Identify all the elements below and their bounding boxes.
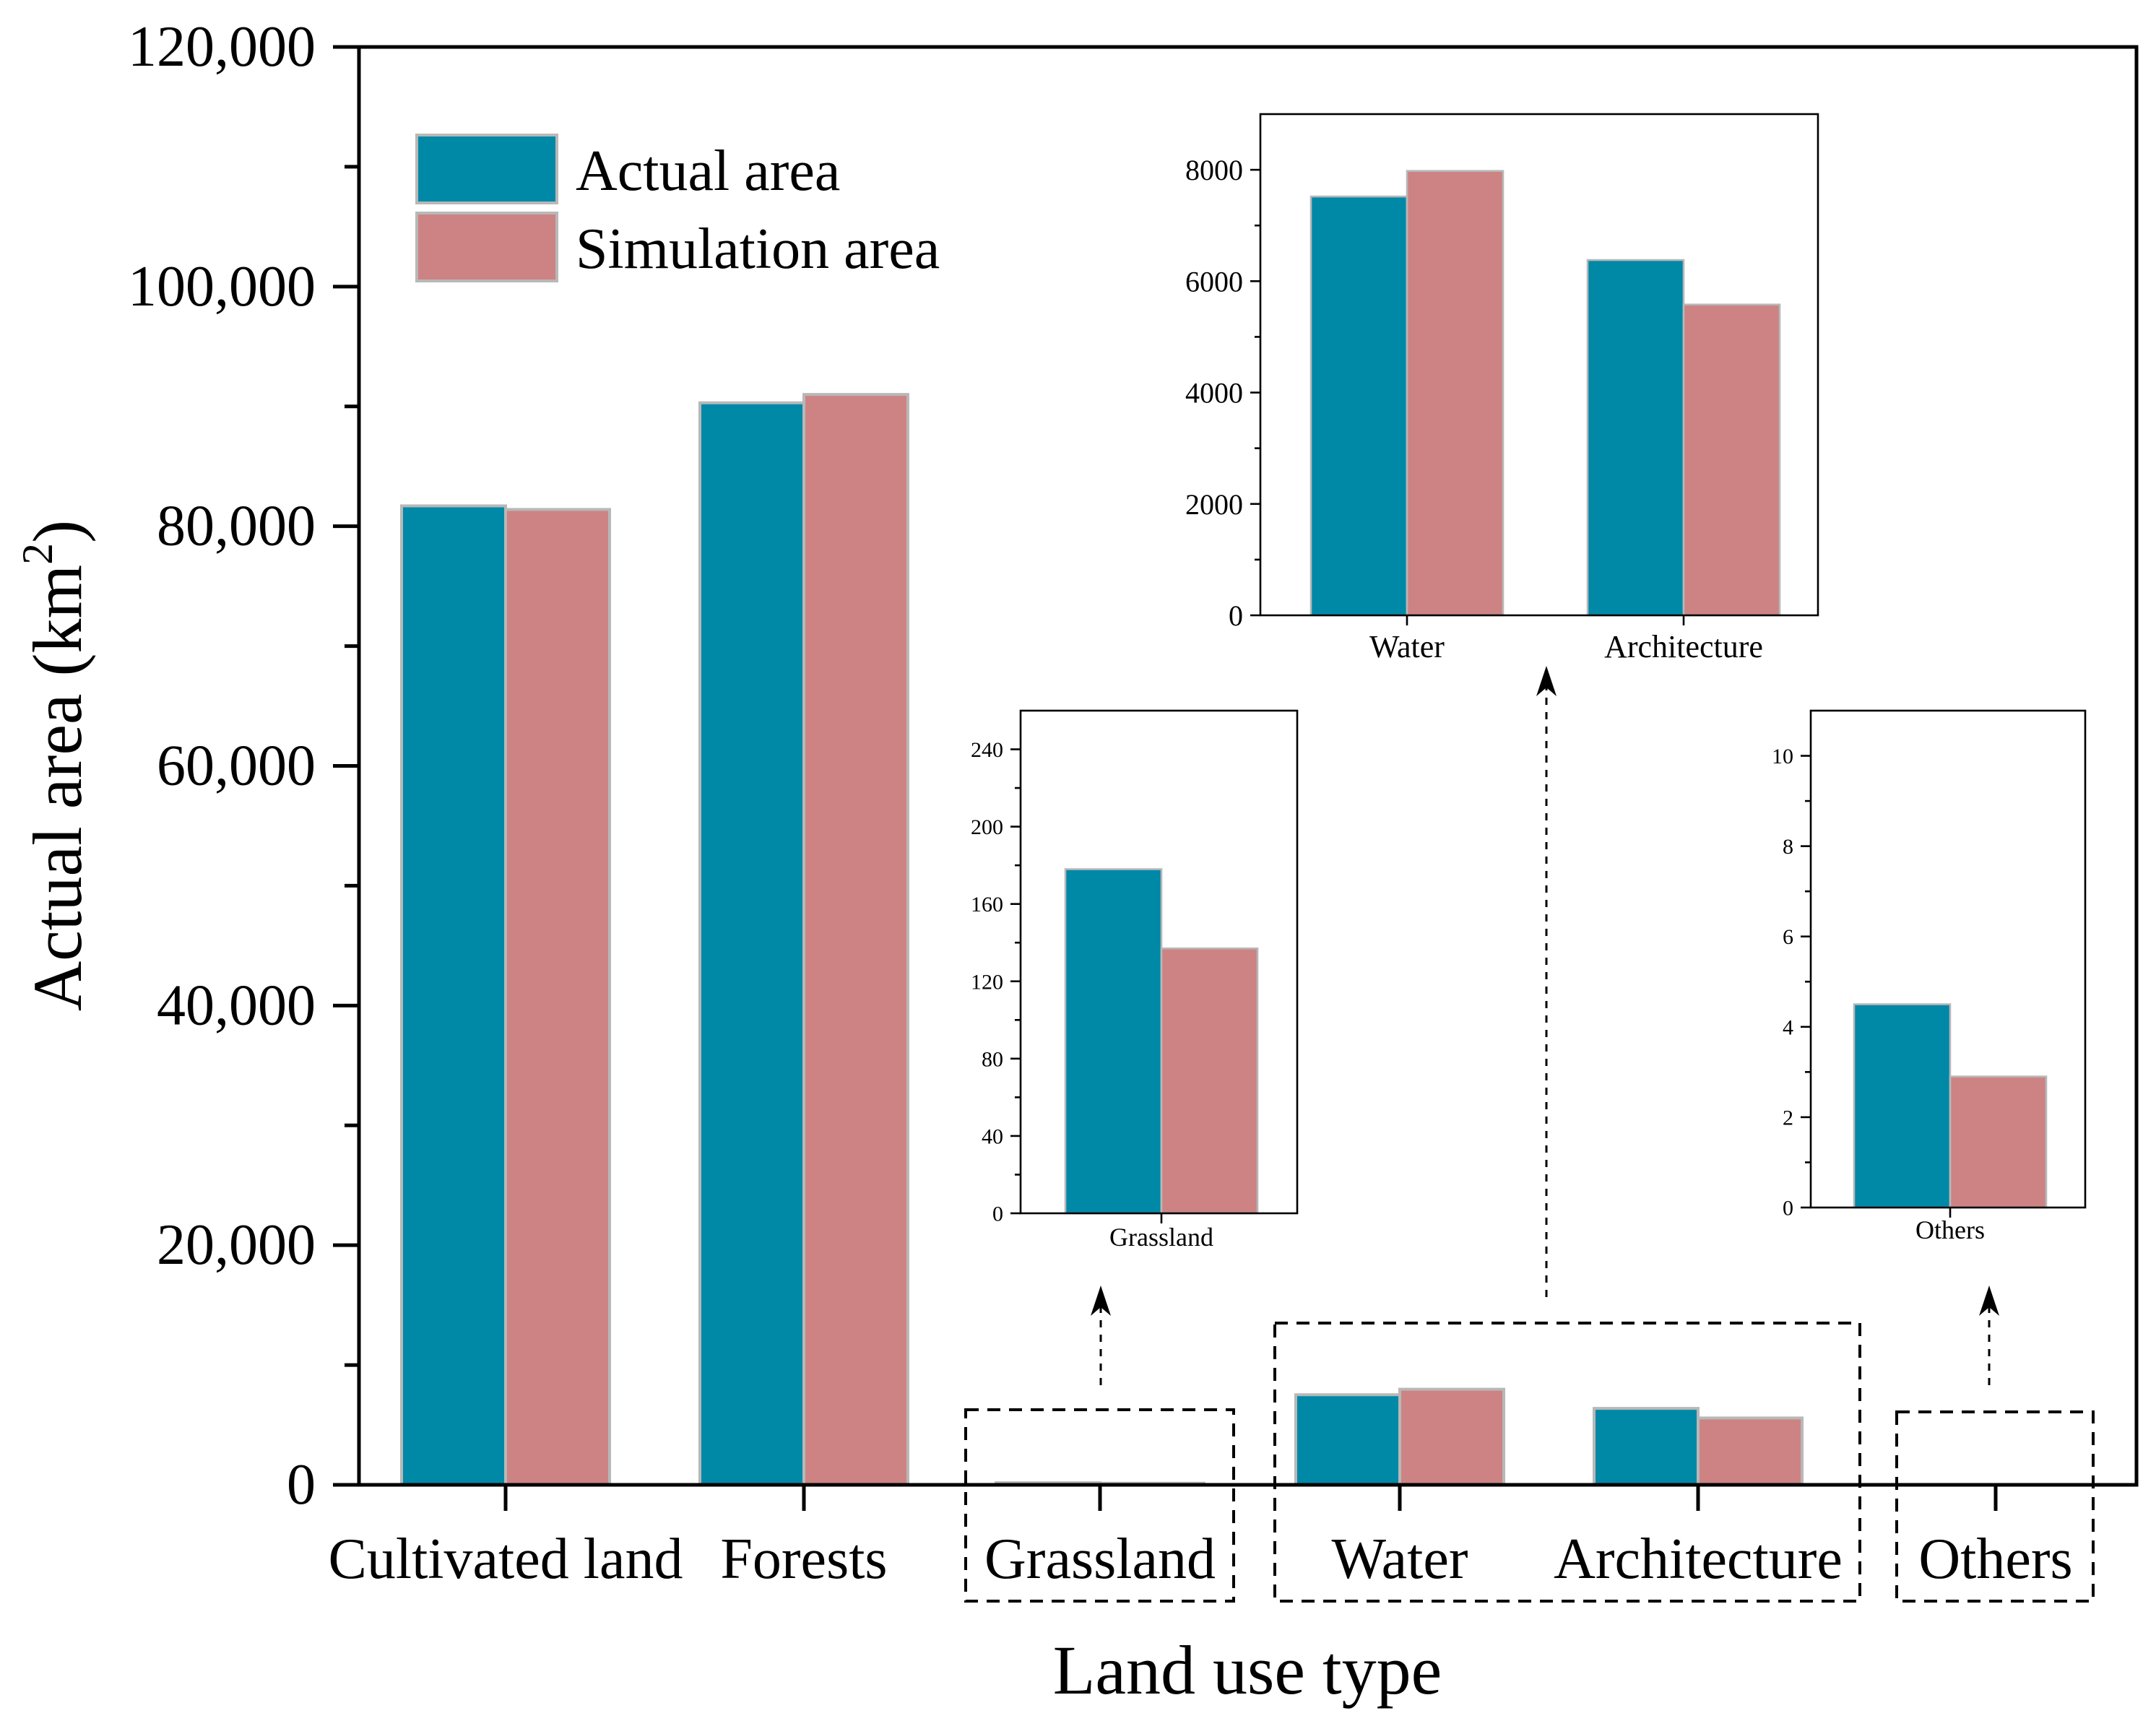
inset-grassland: 0 40 80 120 160 200 240 Grassland [971,709,1299,1252]
bar-architecture-simulation-area [1697,1416,1804,1486]
inset-frame [1019,709,1299,1215]
zoom-box-grassland [964,1408,1235,1603]
inset-y-tick-label: 8000 [1185,154,1243,186]
y-tick-label: 100,000 [128,255,316,318]
inset-y-tick-label: 160 [971,893,1003,916]
zoom-box-others [1895,1410,2095,1603]
main-axes: 0 20,000 40,000 60,000 80,000 100,000 120,000 C… [14,15,2139,1709]
inset-y-tick-label: 0 [1229,599,1243,632]
inset-y-tick-label: 4 [1783,1015,1793,1039]
inset-bar-grassland-simulation-area [1160,947,1259,1215]
legend-swatch-simulation-area [415,212,558,282]
inset-y-tick-label: 4000 [1185,377,1243,409]
inset-y-tick-label: 10 [1772,745,1793,768]
x-tick-label-others: Others [1918,1527,2072,1591]
inset-y-tick-label: 240 [971,738,1003,762]
inset-bar-architecture-actual-area [1586,259,1685,617]
inset-y-tick-label: 0 [1783,1197,1793,1221]
y-axis-title-main: Actual area (km [19,565,96,1011]
bar-cultivated-land-actual-area [400,504,507,1486]
inset-y-tick-label: 2 [1783,1106,1793,1130]
x-tick-label-forests: Forests [720,1527,887,1591]
inset-y-tick-label: 120 [971,970,1003,994]
legend: Actual area Simulation area [415,134,940,282]
zoom-annotations [964,666,2095,1603]
y-tick-label: 60,000 [157,734,316,798]
y-tick-label: 120,000 [128,15,316,79]
bar-forests-actual-area [698,401,805,1487]
x-tick-label-water: Water [1332,1527,1468,1591]
inset-bar-architecture-simulation-area [1682,303,1781,617]
inset-frame [1809,709,2087,1209]
x-tick-label-grassland: Grassland [984,1527,1216,1591]
x-tick-label-architecture: Architecture [1554,1527,1843,1591]
zoom-box-water-architecture [1273,1322,1861,1603]
zoom-arrow-others-head [1979,1286,1999,1316]
inset-bar-others-actual-area [1853,1003,1952,1209]
bar-forests-simulation-area [802,393,909,1486]
bar-water-simulation-area [1398,1387,1505,1487]
main-bars [400,393,2101,1487]
y-axis-title-superscript: 2 [14,543,61,565]
inset-frame [1259,113,1819,617]
inset-y-tick-label: 40 [982,1124,1003,1148]
zoom-arrow-grassland-head [1091,1286,1111,1316]
zoom-arrow-water-architecture-head [1536,666,1557,696]
inset-y-tick-label: 2000 [1185,488,1243,521]
inset-y-tick-label: 80 [982,1047,1003,1071]
inset-y-tick-label: 0 [992,1202,1003,1226]
x-tick-label-cultivated-land: Cultivated land [328,1527,683,1591]
inset-y-tick-label: 8 [1783,835,1793,859]
inset-y-tick-label: 200 [971,815,1003,839]
inset-bar-water-actual-area [1309,195,1408,617]
inset-bar-grassland-actual-area [1064,868,1163,1215]
y-tick-label: 40,000 [157,974,316,1037]
bar-water-actual-area [1294,1393,1401,1487]
inset-x-tick-label-others: Others [1915,1215,1985,1244]
x-axis-title: Land use type [1053,1631,1442,1709]
legend-label-actual-area: Actual area [576,139,840,203]
inset-bar-water-simulation-area [1406,170,1505,617]
y-axis-title-close: ) [19,520,96,543]
legend-label-simulation-area: Simulation area [576,217,940,281]
inset-x-tick-label-grassland: Grassland [1109,1223,1213,1252]
bar-cultivated-land-simulation-area [504,508,611,1486]
inset-water-architecture: 0 2000 4000 6000 8000 Water Architecture [1185,113,1819,664]
legend-swatch-actual-area [415,134,558,204]
inset-y-tick-label: 6 [1783,925,1793,949]
y-tick-label: 0 [287,1453,316,1517]
y-tick-label: 80,000 [157,495,316,558]
inset-others: 0 2 4 6 8 10 Others [1772,709,2087,1244]
y-tick-label: 20,000 [157,1213,316,1277]
inset-y-tick-label: 6000 [1185,265,1243,298]
inset-bar-others-simulation-area [1949,1075,2048,1209]
inset-x-tick-label-architecture: Architecture [1604,629,1763,664]
inset-x-tick-label-water: Water [1369,629,1445,664]
y-axis-title: Actual area (km2) [14,520,96,1011]
bar-architecture-actual-area [1593,1407,1700,1486]
